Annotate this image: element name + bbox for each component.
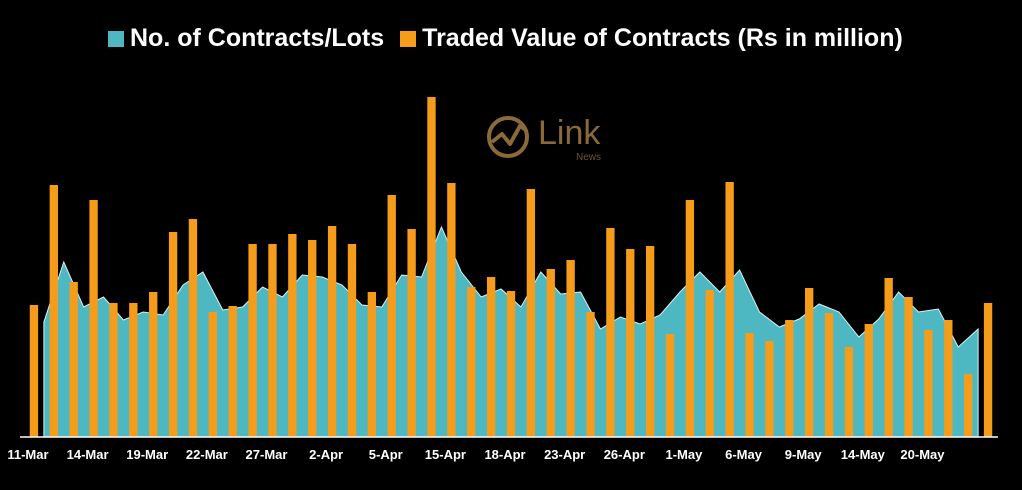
bar-traded-value <box>665 334 675 437</box>
bar-traded-value <box>546 269 555 437</box>
bar-traded-value <box>864 324 873 437</box>
bar-traded-value <box>586 312 595 437</box>
bar-traded-value <box>268 244 277 437</box>
bar-traded-value <box>824 313 834 437</box>
x-tick-label: 9-May <box>785 447 823 462</box>
x-tick-label: 20-May <box>900 447 945 462</box>
bar-traded-value <box>804 288 814 437</box>
bar-traded-value <box>785 320 794 437</box>
bar-traded-value <box>685 200 695 437</box>
bar-traded-value <box>645 246 655 437</box>
bar-traded-value <box>188 219 198 437</box>
bar-traded-value <box>69 282 78 437</box>
legend-item-contracts: No. of Contracts/Lots <box>108 24 384 53</box>
bar-traded-value <box>944 320 953 437</box>
bar-traded-value <box>745 333 754 437</box>
bar-traded-value <box>904 297 913 437</box>
x-tick-label: 1-May <box>666 447 704 462</box>
x-tick-label: 23-Apr <box>544 447 585 462</box>
x-tick-label: 6-May <box>725 447 763 462</box>
bar-traded-value <box>626 249 635 437</box>
x-tick-label: 15-Apr <box>425 447 466 462</box>
bar-traded-value <box>49 185 58 437</box>
bar-traded-value <box>606 228 615 437</box>
bar-traded-value <box>467 287 476 437</box>
logo-subtext: News <box>576 152 602 163</box>
bar-traded-value <box>89 200 98 437</box>
legend-swatch-contracts <box>108 30 124 47</box>
legend-item-traded-value: Traded Value of Contracts (Rs in million… <box>400 24 903 53</box>
x-tick-label: 22-Mar <box>186 447 228 462</box>
x-tick-label: 14-Mar <box>67 447 109 462</box>
bar-traded-value <box>248 244 257 437</box>
logo-text: Link <box>538 114 601 152</box>
bar-traded-value <box>765 341 774 437</box>
bar-traded-value <box>725 182 734 437</box>
bar-traded-value <box>447 183 456 437</box>
x-tick-label: 2-Apr <box>309 447 343 462</box>
bar-traded-value <box>884 278 893 437</box>
bar-traded-value <box>288 234 297 437</box>
x-tick-label: 19-Mar <box>126 447 168 462</box>
bar-traded-value <box>844 347 854 437</box>
bar-traded-value <box>566 260 575 437</box>
legend-label-contracts: No. of Contracts/Lots <box>130 24 385 52</box>
bar-traded-value <box>327 226 337 437</box>
legend-label-traded-value: Traded Value of Contracts (Rs in million… <box>422 24 903 52</box>
x-tick-label: 18-Apr <box>484 447 525 462</box>
bar-traded-value <box>526 189 536 437</box>
bar-traded-value <box>367 292 377 437</box>
x-tick-label: 11-Mar <box>7 447 48 462</box>
legend-swatch-traded-value <box>400 30 417 47</box>
bar-traded-value <box>308 240 317 437</box>
bar-traded-value <box>228 306 237 437</box>
bar-traded-value <box>168 232 178 437</box>
x-tick-label: 27-Mar <box>246 447 288 462</box>
bar-traded-value <box>407 229 416 437</box>
x-tick-label: 5-Apr <box>369 447 403 462</box>
bar-traded-value <box>964 374 973 437</box>
x-tick-label: 14-May <box>841 447 886 462</box>
bar-traded-value <box>506 291 516 437</box>
bar-traded-value <box>129 303 138 437</box>
bar-traded-value <box>149 292 158 437</box>
bar-traded-value <box>387 195 396 437</box>
x-tick-label: 26-Apr <box>604 447 645 462</box>
chart-ring-logo-icon <box>487 116 529 158</box>
chart-legend: No. of Contracts/Lots Traded Value of Co… <box>108 24 919 53</box>
bar-traded-value <box>29 305 39 437</box>
bar-traded-value <box>427 97 436 437</box>
bar-traded-value <box>208 312 218 437</box>
link-news-logo: Link News <box>486 108 616 170</box>
bar-traded-value <box>705 290 714 437</box>
bar-traded-value <box>109 303 118 437</box>
bar-traded-value <box>486 277 496 437</box>
bar-traded-value <box>983 303 993 437</box>
bar-traded-value <box>347 244 357 437</box>
bar-traded-value <box>924 330 933 437</box>
